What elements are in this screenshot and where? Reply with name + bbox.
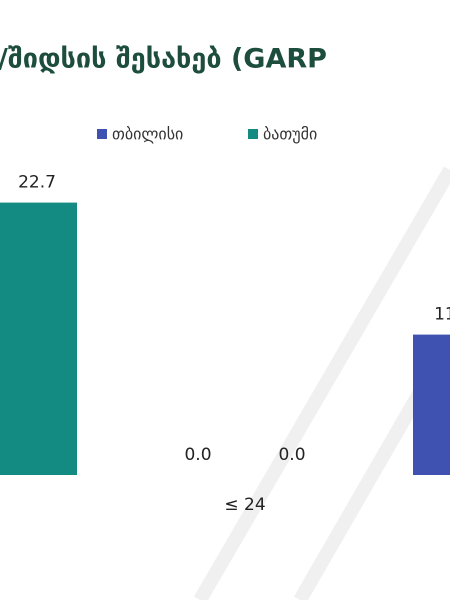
- value-label: 11.7: [434, 305, 450, 325]
- bar: [413, 334, 450, 475]
- legend-label: ბათუმი: [263, 125, 317, 144]
- chart-title: /შიდსის შესახებ (GARP: [0, 44, 327, 75]
- value-label: 0.0: [278, 445, 305, 465]
- bar: [0, 202, 77, 475]
- x-tick-label: ≤ 24: [224, 495, 265, 515]
- value-label: 0.0: [184, 445, 211, 465]
- watermark: [193, 166, 450, 600]
- legend-swatch: [248, 129, 258, 139]
- value-label: 22.7: [18, 173, 56, 193]
- legend-swatch: [97, 129, 107, 139]
- legend-label: თბილისი: [112, 125, 183, 144]
